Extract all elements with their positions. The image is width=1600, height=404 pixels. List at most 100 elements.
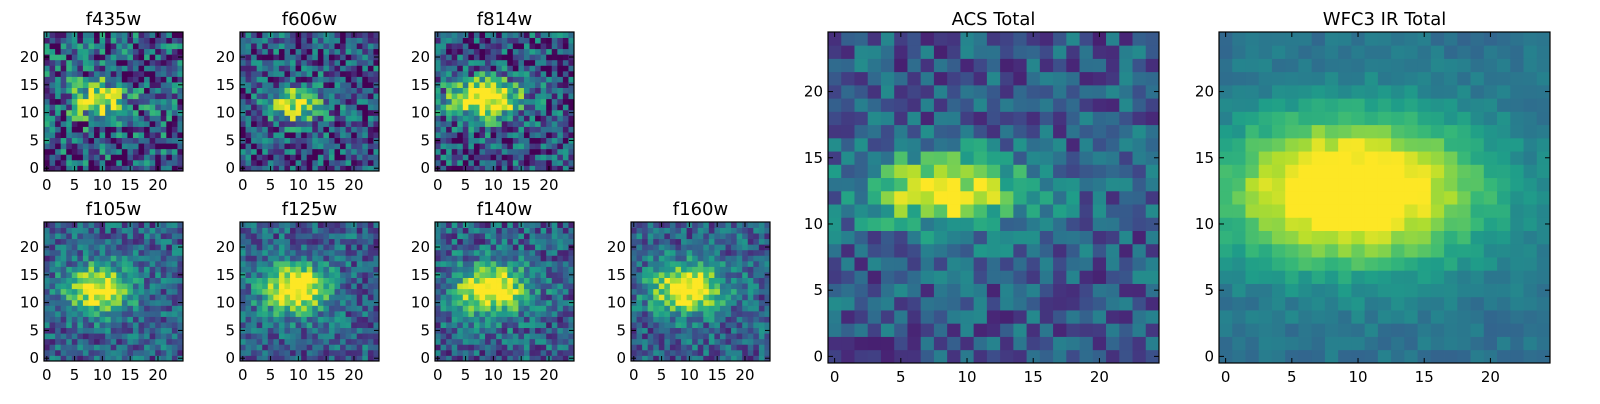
heatmap-cell	[485, 82, 491, 88]
heatmap-cell	[346, 115, 352, 121]
heatmap-cell	[513, 138, 519, 144]
heatmap-cell	[172, 143, 178, 149]
heatmap-cell	[518, 317, 524, 323]
heatmap-cell	[753, 255, 759, 261]
heatmap-cell	[105, 60, 111, 66]
heatmap-cell	[563, 49, 569, 55]
heatmap-cell	[279, 65, 285, 71]
heatmap-cell	[312, 239, 318, 245]
heatmap-cell	[518, 88, 524, 94]
heatmap-cell	[357, 305, 363, 311]
heatmap-cell	[72, 239, 78, 245]
heatmap-cell	[257, 317, 263, 323]
heatmap-cell	[301, 300, 307, 306]
heatmap-cell	[513, 266, 519, 272]
heatmap-cell	[726, 289, 732, 295]
heatmap-cell	[161, 93, 167, 99]
heatmap-cell	[1146, 178, 1160, 192]
heatmap-cell	[83, 317, 89, 323]
heatmap-cell	[457, 71, 463, 77]
heatmap-cell	[854, 284, 868, 298]
heatmap-cell	[513, 49, 519, 55]
heatmap-cell	[530, 71, 536, 77]
heatmap-cell	[491, 82, 497, 88]
heatmap-cell	[535, 317, 541, 323]
heatmap-cell	[323, 99, 329, 105]
heatmap-cell	[268, 266, 274, 272]
heatmap-cell	[312, 82, 318, 88]
heatmap-cell	[77, 93, 83, 99]
heatmap-cell	[50, 143, 56, 149]
heatmap-cell	[1146, 310, 1160, 324]
heatmap-cell	[55, 143, 61, 149]
heatmap-cell	[1027, 204, 1041, 218]
heatmap-cell	[77, 239, 83, 245]
heatmap-cell	[1053, 231, 1067, 245]
heatmap-cell	[246, 322, 252, 328]
heatmap-cell	[742, 333, 748, 339]
heatmap-cell	[279, 317, 285, 323]
heatmap-cell	[1066, 217, 1080, 231]
heatmap-cell	[541, 294, 547, 300]
y-tick-label: 0	[29, 159, 39, 177]
heatmap-cell	[513, 88, 519, 94]
heatmap-cell	[541, 228, 547, 234]
heatmap-cell	[301, 239, 307, 245]
heatmap-cell	[552, 344, 558, 350]
heatmap-cell	[1106, 270, 1120, 284]
heatmap-cell	[642, 239, 648, 245]
heatmap-cell	[474, 239, 480, 245]
heatmap-cell	[105, 76, 111, 82]
heatmap-cell	[546, 244, 552, 250]
heatmap-cell	[312, 261, 318, 267]
heatmap-cell	[155, 82, 161, 88]
heatmap-cell	[262, 250, 268, 256]
heatmap-cell	[692, 289, 698, 295]
heatmap-cell	[55, 110, 61, 116]
heatmap-cell	[441, 317, 447, 323]
heatmap-cell	[116, 228, 122, 234]
heatmap-cell	[105, 121, 111, 127]
heatmap-cell	[257, 233, 263, 239]
heatmap-cell	[161, 333, 167, 339]
heatmap-cell	[284, 350, 290, 356]
heatmap-cell	[541, 160, 547, 166]
heatmap-cell	[362, 261, 368, 267]
heatmap-cell	[94, 272, 100, 278]
heatmap-cell	[268, 82, 274, 88]
heatmap-cell	[105, 322, 111, 328]
heatmap-cell	[268, 76, 274, 82]
heatmap-cell	[357, 71, 363, 77]
heatmap-cell	[435, 143, 441, 149]
heatmap-cell	[150, 110, 156, 116]
heatmap-cell	[496, 272, 502, 278]
heatmap-cell	[150, 99, 156, 105]
heatmap-cell	[351, 294, 357, 300]
heatmap-cell	[133, 261, 139, 267]
heatmap-cell	[301, 93, 307, 99]
heatmap-cell	[105, 317, 111, 323]
heatmap-cell	[642, 344, 648, 350]
heatmap-cell	[61, 149, 67, 155]
heatmap-cell	[251, 222, 257, 228]
heatmap-cell	[155, 266, 161, 272]
heatmap-cell	[127, 255, 133, 261]
heatmap-cell	[127, 121, 133, 127]
heatmap-cell	[318, 71, 324, 77]
heatmap-cell	[759, 228, 765, 234]
heatmap-cell	[139, 54, 145, 60]
heatmap-cell	[88, 143, 94, 149]
heatmap-cell	[246, 121, 252, 127]
heatmap-cell	[881, 191, 895, 205]
heatmap-cell	[828, 257, 842, 271]
heatmap-cell	[530, 160, 536, 166]
heatmap-cell	[116, 333, 122, 339]
heatmap-cell	[83, 143, 89, 149]
heatmap-cell	[100, 38, 106, 44]
heatmap-cell	[44, 99, 50, 105]
heatmap-cell	[83, 60, 89, 66]
heatmap-cell	[284, 43, 290, 49]
heatmap-cell	[50, 305, 56, 311]
heatmap-cell	[868, 297, 882, 311]
heatmap-cell	[463, 239, 469, 245]
